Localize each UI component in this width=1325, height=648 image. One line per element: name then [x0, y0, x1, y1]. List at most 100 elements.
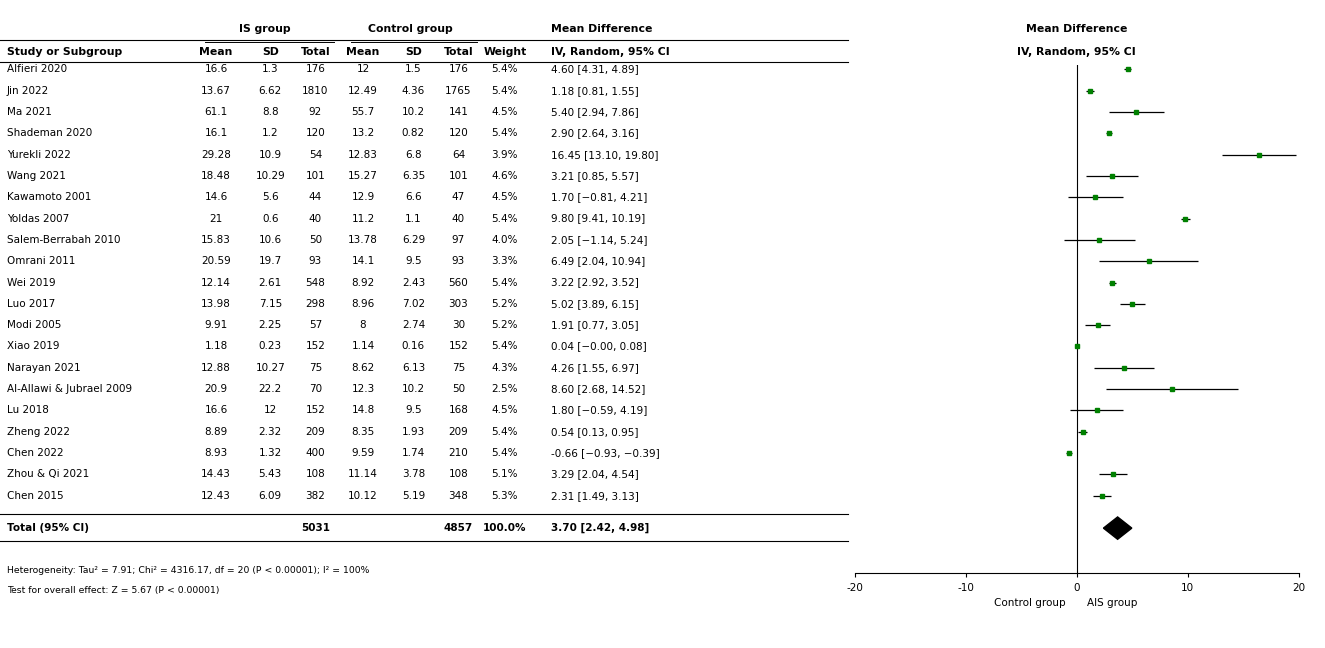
Text: 5.2%: 5.2% [492, 299, 518, 309]
Text: IV, Random, 95% CI: IV, Random, 95% CI [551, 47, 670, 57]
Text: 13.98: 13.98 [201, 299, 231, 309]
Text: 4.60 [4.31, 4.89]: 4.60 [4.31, 4.89] [551, 64, 639, 75]
Text: 9.91: 9.91 [204, 320, 228, 330]
Text: 6.62: 6.62 [258, 86, 282, 96]
Text: 75: 75 [309, 363, 322, 373]
Text: 21: 21 [209, 214, 223, 224]
Text: IV, Random, 95% CI: IV, Random, 95% CI [1018, 47, 1136, 57]
Text: 12: 12 [264, 406, 277, 415]
Text: 97: 97 [452, 235, 465, 245]
Text: 9.5: 9.5 [405, 256, 421, 266]
Text: 12.43: 12.43 [201, 491, 231, 501]
Text: 70: 70 [309, 384, 322, 394]
Text: 1.80 [−0.59, 4.19]: 1.80 [−0.59, 4.19] [551, 406, 648, 415]
Text: 4.6%: 4.6% [492, 171, 518, 181]
Text: Narayan 2021: Narayan 2021 [7, 363, 81, 373]
Text: 3.9%: 3.9% [492, 150, 518, 159]
Text: 5.4%: 5.4% [492, 277, 518, 288]
Text: 13.78: 13.78 [348, 235, 378, 245]
Text: Total (95% CI): Total (95% CI) [7, 523, 89, 533]
Text: 1.74: 1.74 [401, 448, 425, 458]
Text: Study or Subgroup: Study or Subgroup [7, 47, 122, 57]
Text: Wei 2019: Wei 2019 [7, 277, 56, 288]
Text: 6.6: 6.6 [405, 192, 421, 202]
Text: Wang 2021: Wang 2021 [7, 171, 65, 181]
Text: 30: 30 [452, 320, 465, 330]
Text: 10.2: 10.2 [401, 107, 425, 117]
Text: 141: 141 [448, 107, 469, 117]
Text: 8.89: 8.89 [204, 427, 228, 437]
Text: 6.09: 6.09 [258, 491, 282, 501]
Text: 44: 44 [309, 192, 322, 202]
Text: 548: 548 [305, 277, 325, 288]
Text: 10.29: 10.29 [256, 171, 285, 181]
Text: 40: 40 [452, 214, 465, 224]
Text: 2.32: 2.32 [258, 427, 282, 437]
Text: 15.27: 15.27 [348, 171, 378, 181]
Text: 4.5%: 4.5% [492, 406, 518, 415]
Text: Yurekli 2022: Yurekli 2022 [7, 150, 70, 159]
Text: 50: 50 [309, 235, 322, 245]
Text: 75: 75 [452, 363, 465, 373]
Text: 5.4%: 5.4% [492, 86, 518, 96]
Text: 6.49 [2.04, 10.94]: 6.49 [2.04, 10.94] [551, 256, 645, 266]
Text: Chen 2015: Chen 2015 [7, 491, 64, 501]
Text: 8.92: 8.92 [351, 277, 375, 288]
Text: 6.35: 6.35 [401, 171, 425, 181]
Text: 3.21 [0.85, 5.57]: 3.21 [0.85, 5.57] [551, 171, 639, 181]
Text: 1.18: 1.18 [204, 341, 228, 351]
Text: 2.31 [1.49, 3.13]: 2.31 [1.49, 3.13] [551, 491, 639, 501]
Text: 4.5%: 4.5% [492, 107, 518, 117]
Text: 209: 209 [306, 427, 325, 437]
Text: 12: 12 [356, 64, 370, 75]
Text: 20.9: 20.9 [204, 384, 228, 394]
Text: 348: 348 [448, 491, 469, 501]
Text: Test for overall effect: Z = 5.67 (P < 0.00001): Test for overall effect: Z = 5.67 (P < 0… [7, 586, 219, 596]
Text: 120: 120 [449, 128, 468, 138]
Text: 1.5: 1.5 [405, 64, 421, 75]
Text: 2.90 [2.64, 3.16]: 2.90 [2.64, 3.16] [551, 128, 639, 138]
Text: 209: 209 [449, 427, 468, 437]
Text: Zhou & Qi 2021: Zhou & Qi 2021 [7, 469, 89, 480]
Text: 12.3: 12.3 [351, 384, 375, 394]
Text: 152: 152 [305, 406, 325, 415]
Text: 5.19: 5.19 [401, 491, 425, 501]
Text: IS group: IS group [240, 24, 290, 34]
Text: 9.59: 9.59 [351, 448, 375, 458]
Text: 1765: 1765 [445, 86, 472, 96]
Text: 5.2%: 5.2% [492, 320, 518, 330]
Text: Salem-Berrabah 2010: Salem-Berrabah 2010 [7, 235, 121, 245]
Text: 1.70 [−0.81, 4.21]: 1.70 [−0.81, 4.21] [551, 192, 648, 202]
Text: 16.45 [13.10, 19.80]: 16.45 [13.10, 19.80] [551, 150, 659, 159]
Text: 4.0%: 4.0% [492, 235, 518, 245]
Text: Al-Allawi & Jubrael 2009: Al-Allawi & Jubrael 2009 [7, 384, 131, 394]
Text: 55.7: 55.7 [351, 107, 375, 117]
Text: 152: 152 [305, 341, 325, 351]
Text: 4.3%: 4.3% [492, 363, 518, 373]
Text: 1.18 [0.81, 1.55]: 1.18 [0.81, 1.55] [551, 86, 639, 96]
Text: 5.4%: 5.4% [492, 64, 518, 75]
Text: 5.4%: 5.4% [492, 341, 518, 351]
Text: 7.02: 7.02 [401, 299, 425, 309]
Text: Zheng 2022: Zheng 2022 [7, 427, 70, 437]
Text: 16.1: 16.1 [204, 128, 228, 138]
Text: 400: 400 [306, 448, 325, 458]
Polygon shape [1104, 517, 1132, 539]
Text: 14.8: 14.8 [351, 406, 375, 415]
Text: 12.88: 12.88 [201, 363, 231, 373]
Text: 1.91 [0.77, 3.05]: 1.91 [0.77, 3.05] [551, 320, 639, 330]
Text: AIS group: AIS group [1086, 598, 1138, 608]
Text: 5.02 [3.89, 6.15]: 5.02 [3.89, 6.15] [551, 299, 639, 309]
Text: 22.2: 22.2 [258, 384, 282, 394]
Text: 0.54 [0.13, 0.95]: 0.54 [0.13, 0.95] [551, 427, 639, 437]
Text: Heterogeneity: Tau² = 7.91; Chi² = 4316.17, df = 20 (P < 0.00001); I² = 100%: Heterogeneity: Tau² = 7.91; Chi² = 4316.… [7, 566, 368, 575]
Text: 14.1: 14.1 [351, 256, 375, 266]
Text: 168: 168 [448, 406, 469, 415]
Text: 4.26 [1.55, 6.97]: 4.26 [1.55, 6.97] [551, 363, 639, 373]
Text: SD: SD [405, 47, 421, 57]
Text: 1810: 1810 [302, 86, 329, 96]
Text: 5.1%: 5.1% [492, 469, 518, 480]
Text: 11.14: 11.14 [348, 469, 378, 480]
Text: 3.70 [2.42, 4.98]: 3.70 [2.42, 4.98] [551, 523, 649, 533]
Text: Mean: Mean [199, 47, 233, 57]
